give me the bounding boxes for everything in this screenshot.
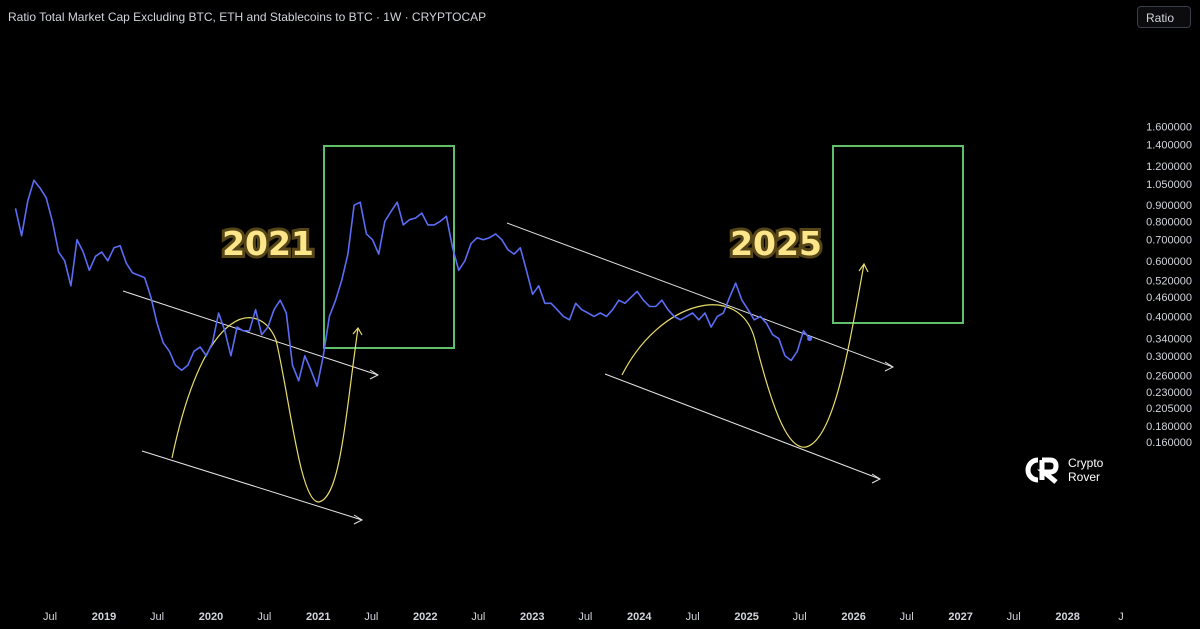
brand-logo: Crypto Rover [1022,456,1103,484]
x-tick-label: 2022 [413,611,437,623]
year-label-glow: 2025 [730,224,822,263]
y-tick-label: 0.400000 [1146,311,1192,323]
brand-name-line1: Crypto [1068,456,1104,470]
chart-title: Ratio Total Market Cap Excluding BTC, ET… [8,10,487,24]
target-box-2026 [832,145,964,324]
last-price-point [807,336,813,342]
x-tick-label: Jul [43,611,57,623]
y-axis: 1.600000 1.400000 1.200000 1.050000 0.900000… [1146,121,1192,449]
x-tick-label: Jul [900,611,914,623]
target-box-2021 [323,145,455,349]
y-tick-label: 0.800000 [1146,216,1192,228]
x-tick-label: Jul [793,611,807,623]
x-tick-label: 2019 [92,611,116,623]
year-label: 2025 [730,224,822,263]
y-tick-label: 0.260000 [1146,370,1192,382]
y-tick-label: 1.400000 [1146,140,1192,152]
x-tick-label: 2024 [627,611,652,623]
y-tick-label: 1.050000 [1146,179,1192,191]
y-tick-label: 0.160000 [1146,437,1192,449]
x-tick-label: Jul [686,611,700,623]
y-tick-label: 0.460000 [1146,292,1192,304]
x-tick-label: 2028 [1055,611,1079,623]
x-tick-label: 2025 [734,611,758,623]
x-tick-label: Jul [471,611,485,623]
y-tick-label: 0.600000 [1146,256,1192,268]
series-line [14,179,813,388]
x-tick-label: Jul [1007,611,1021,623]
y-tick-label: 0.900000 [1146,200,1192,212]
year-label: 2021 [222,224,314,263]
x-tick-label: 2027 [948,611,972,623]
x-axis: Jul 2019 Jul 2020 Jul 2021 Jul 2022 Jul 2023 Jul 20… [43,611,1124,623]
cycle-arrow-2025 [858,262,869,273]
x-tick-label: 2026 [841,611,865,623]
trendline-lower-2019 [141,450,364,525]
annotations [122,145,964,525]
trendline-lower-2023 [604,373,882,484]
y-tick-label: 0.340000 [1146,334,1192,346]
cycle-arrow-2021 [352,326,363,336]
x-tick-label: Jul [150,611,164,623]
x-tick-label: J [1118,611,1124,623]
ratio-series-line [14,179,811,388]
x-tick-label: Jul [257,611,271,623]
y-tick-label: 0.180000 [1146,421,1192,433]
y-tick-label: 0.700000 [1146,235,1192,247]
x-tick-label: 2021 [306,611,330,623]
scale-mode-button[interactable]: Ratio [1137,6,1191,28]
crypto-rover-logo-icon [1025,457,1059,484]
y-tick-label: 1.200000 [1146,161,1192,173]
x-tick-label: Jul [364,611,378,623]
brand-name-line2: Rover [1068,470,1101,484]
y-tick-label: 0.205000 [1146,403,1192,415]
year-label-glow: 2021 [222,224,314,263]
x-tick-label: 2020 [199,611,223,623]
trendline-upper-2023 [506,222,895,372]
x-tick-label: 2023 [520,611,544,623]
cycle-curve-2021 [171,317,359,503]
cycle-curve-2025 [621,263,865,448]
y-tick-label: 1.600000 [1146,121,1192,133]
trendline-upper-2019 [122,290,380,380]
y-tick-label: 0.230000 [1146,387,1192,399]
y-tick-label: 0.520000 [1146,275,1192,287]
y-tick-label: 0.300000 [1146,351,1192,363]
x-tick-label: Jul [578,611,592,623]
